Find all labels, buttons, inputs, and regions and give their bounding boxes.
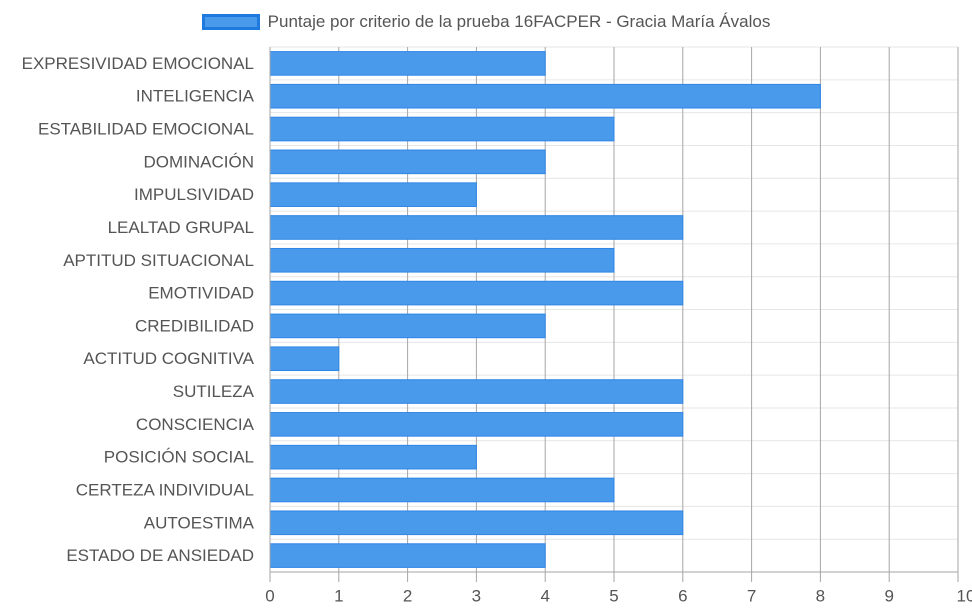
- x-tick-label: 2: [403, 587, 412, 606]
- x-tick-label: 6: [678, 587, 687, 606]
- bar: [269, 83, 821, 109]
- bar: [269, 182, 477, 207]
- bar: [269, 247, 615, 273]
- bar: [269, 280, 684, 306]
- y-tick-label: CREDIBILIDAD: [135, 316, 254, 335]
- x-tick-label: 8: [816, 587, 825, 606]
- bar: [269, 510, 684, 536]
- y-tick-label: IMPULSIVIDAD: [134, 185, 254, 204]
- x-tick-label: 10: [957, 587, 972, 606]
- legend-label: Puntaje por criterio de la prueba 16FACP…: [267, 12, 771, 31]
- y-tick-label: POSICIÓN SOCIAL: [104, 448, 254, 467]
- bar: [269, 215, 684, 240]
- bar: [269, 379, 684, 404]
- bar: [269, 412, 684, 437]
- bar: [269, 346, 340, 372]
- bar: [269, 116, 615, 142]
- x-tick-label: 0: [265, 587, 274, 606]
- y-tick-label: EMOTIVIDAD: [148, 284, 254, 303]
- y-tick-label: EXPRESIVIDAD EMOCIONAL: [22, 54, 254, 73]
- y-tick-label: AUTOESTIMA: [144, 513, 255, 532]
- y-tick-label: DOMINACIÓN: [144, 152, 255, 171]
- y-tick-label: ACTITUD COGNITIVA: [83, 349, 254, 368]
- x-tick-label: 5: [609, 587, 618, 606]
- bar: [269, 477, 615, 503]
- legend[interactable]: Puntaje por criterio de la prueba 16FACP…: [0, 0, 972, 44]
- x-tick-label: 7: [747, 587, 756, 606]
- x-tick-label: 4: [540, 587, 549, 606]
- y-tick-label: CERTEZA INDIVIDUAL: [76, 480, 254, 499]
- x-tick-label: 1: [334, 587, 343, 606]
- bar: [269, 444, 477, 470]
- x-tick-label: 9: [884, 587, 893, 606]
- x-tick-label: 3: [472, 587, 481, 606]
- legend-swatch: [201, 14, 260, 30]
- y-tick-label: LEALTAD GRUPAL: [108, 218, 254, 237]
- y-tick-label: ESTADO DE ANSIEDAD: [66, 546, 254, 565]
- bar: [269, 149, 546, 175]
- y-tick-label: APTITUD SITUACIONAL: [63, 251, 254, 270]
- y-tick-label: CONSCIENCIA: [136, 415, 255, 434]
- y-tick-label: SUTILEZA: [173, 382, 255, 401]
- bar: [269, 313, 546, 339]
- y-tick-label: INTELIGENCIA: [136, 87, 255, 106]
- bar: [269, 51, 546, 76]
- bar: [269, 543, 546, 568]
- y-tick-label: ESTABILIDAD EMOCIONAL: [38, 120, 254, 139]
